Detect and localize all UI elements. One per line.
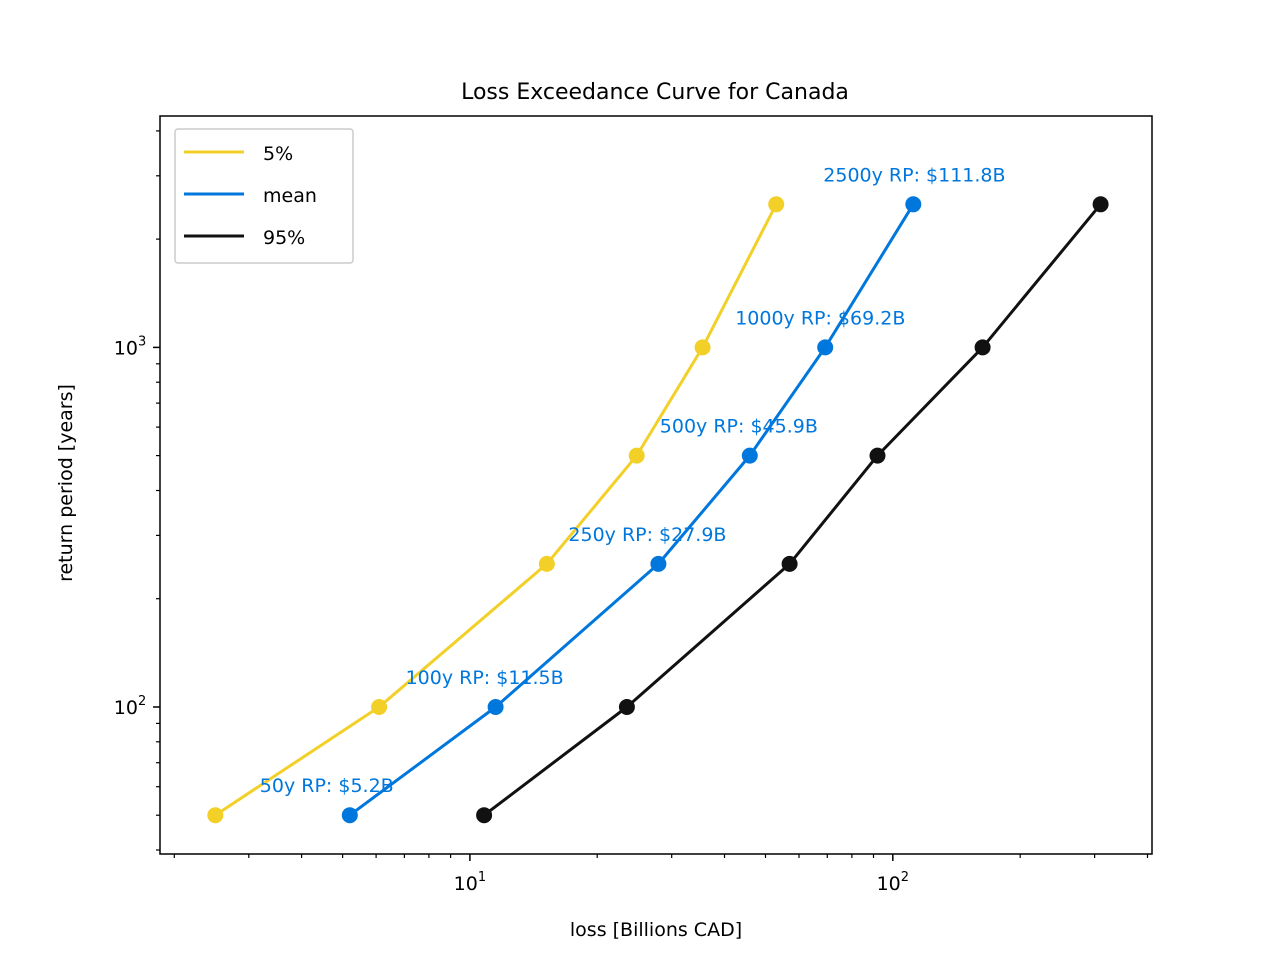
data-point-95pct <box>974 339 991 356</box>
data-point-mean <box>341 807 358 824</box>
data-point-5pct <box>768 196 785 213</box>
series-layer <box>207 196 1109 824</box>
data-point-5pct <box>538 555 555 572</box>
annotation-label: 500y RP: $45.9B <box>660 416 818 438</box>
data-point-95pct <box>618 699 635 715</box>
data-point-5pct <box>371 699 388 715</box>
annotation-label: 2500y RP: $111.8B <box>823 164 1005 186</box>
legend-box <box>174 128 354 264</box>
x-axis-label: loss [Billions CAD] <box>570 919 742 941</box>
data-point-mean <box>905 196 922 213</box>
y-tick-label: 103 <box>114 334 146 359</box>
data-point-mean <box>817 339 834 356</box>
data-point-95pct <box>1092 196 1109 213</box>
chart-title: Loss Exceedance Curve for Canada <box>461 80 849 105</box>
data-point-5pct <box>694 339 711 356</box>
series-line-5pct <box>214 203 778 817</box>
legend: 5% mean 95% <box>174 128 354 264</box>
annotation-label: 250y RP: $27.9B <box>568 524 726 546</box>
y-axis-label: return period [years] <box>55 384 77 582</box>
x-tick-label: 101 <box>454 870 486 895</box>
legend-label-mean: mean <box>263 185 317 207</box>
annotation-label: 100y RP: $11.5B <box>406 667 564 689</box>
data-point-5pct <box>628 447 645 464</box>
x-axis: 101 102 <box>173 854 1149 895</box>
annotation-label: 1000y RP: $69.2B <box>735 307 905 329</box>
data-point-95pct <box>476 807 493 824</box>
data-point-95pct <box>781 555 798 572</box>
legend-label-5pct: 5% <box>263 143 293 165</box>
x-tick-label: 102 <box>877 870 909 895</box>
series-line-mean <box>348 203 915 817</box>
annotation-layer: 50y RP: $5.2B 100y RP: $11.5B 250y RP: $27… <box>260 164 1006 797</box>
y-axis: 102 103 <box>114 130 160 851</box>
data-point-mean <box>741 447 758 464</box>
y-tick-label: 102 <box>114 694 146 719</box>
legend-label-95pct: 95% <box>263 227 305 249</box>
data-point-mean <box>487 699 504 715</box>
series-line-95pct <box>483 203 1102 817</box>
data-point-95pct <box>869 447 886 464</box>
plot-frame <box>159 115 1153 855</box>
data-point-5pct <box>207 807 224 824</box>
data-point-mean <box>650 555 667 572</box>
annotation-label: 50y RP: $5.2B <box>260 775 394 797</box>
